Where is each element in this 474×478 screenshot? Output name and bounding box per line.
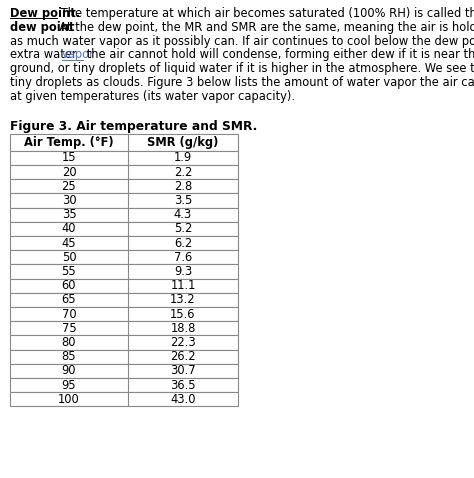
Bar (10, 264, 238, 279)
Text: 35: 35 (62, 208, 76, 221)
Text: 100: 100 (58, 393, 80, 406)
Bar (10, 349, 238, 364)
Text: extra water: extra water (10, 48, 81, 61)
Text: 4.3: 4.3 (174, 208, 192, 221)
Text: vapor: vapor (62, 48, 95, 61)
Text: 18.8: 18.8 (170, 322, 196, 335)
Bar (10, 151, 238, 165)
Text: 26.2: 26.2 (170, 350, 196, 363)
Text: SMR (g/kg): SMR (g/kg) (147, 136, 219, 149)
Text: 2.8: 2.8 (174, 180, 192, 193)
Text: 60: 60 (62, 279, 76, 292)
Text: 55: 55 (62, 265, 76, 278)
Text: 9.3: 9.3 (174, 265, 192, 278)
Text: 1.9: 1.9 (174, 152, 192, 164)
Text: 40: 40 (62, 222, 76, 235)
Text: Air Temp. (°F): Air Temp. (°F) (24, 136, 114, 149)
Bar (10, 307, 238, 321)
Bar (10, 134, 238, 151)
Text: at given temperatures (its water vapor capacity).: at given temperatures (its water vapor c… (10, 90, 295, 103)
Text: 45: 45 (62, 237, 76, 250)
Bar (10, 279, 238, 293)
Text: 80: 80 (62, 336, 76, 349)
Text: . At the dew point, the MR and SMR are the same, meaning the air is holding: . At the dew point, the MR and SMR are t… (52, 21, 474, 34)
Text: 70: 70 (62, 308, 76, 321)
Bar (10, 336, 238, 349)
Bar (10, 250, 238, 264)
Text: 20: 20 (62, 165, 76, 179)
Text: Dew point.: Dew point. (10, 7, 80, 20)
Text: 13.2: 13.2 (170, 293, 196, 306)
Text: 15: 15 (62, 152, 76, 164)
Text: tiny droplets as clouds. Figure 3 below lists the amount of water vapor the air : tiny droplets as clouds. Figure 3 below … (10, 76, 474, 89)
Bar (10, 222, 238, 236)
Text: Figure 3. Air temperature and SMR.: Figure 3. Air temperature and SMR. (10, 120, 257, 133)
Text: The temperature at which air becomes saturated (100% RH) is called the: The temperature at which air becomes sat… (56, 7, 474, 20)
Text: 7.6: 7.6 (174, 251, 192, 264)
Text: 65: 65 (62, 293, 76, 306)
Text: 22.3: 22.3 (170, 336, 196, 349)
Text: 2.2: 2.2 (174, 165, 192, 179)
Text: 15.6: 15.6 (170, 308, 196, 321)
Text: 50: 50 (62, 251, 76, 264)
Bar (10, 194, 238, 207)
Bar (10, 378, 238, 392)
Text: as much water vapor as it possibly can. If air continues to cool below the dew p: as much water vapor as it possibly can. … (10, 34, 474, 48)
Bar (10, 236, 238, 250)
Text: the air cannot hold will condense, forming either dew if it is near the: the air cannot hold will condense, formi… (83, 48, 474, 61)
Text: 36.5: 36.5 (170, 379, 196, 391)
Bar (10, 179, 238, 194)
Text: 75: 75 (62, 322, 76, 335)
Text: 90: 90 (62, 364, 76, 378)
Text: 30: 30 (62, 194, 76, 207)
Text: 11.1: 11.1 (170, 279, 196, 292)
Bar (10, 392, 238, 406)
Text: 95: 95 (62, 379, 76, 391)
Text: 5.2: 5.2 (174, 222, 192, 235)
Text: 30.7: 30.7 (170, 364, 196, 378)
Text: 3.5: 3.5 (174, 194, 192, 207)
Bar (10, 293, 238, 307)
Text: 6.2: 6.2 (174, 237, 192, 250)
Bar (10, 364, 238, 378)
Text: 85: 85 (62, 350, 76, 363)
Text: ground, or tiny droplets of liquid water if it is higher in the atmosphere. We s: ground, or tiny droplets of liquid water… (10, 62, 474, 75)
Text: 43.0: 43.0 (170, 393, 196, 406)
Bar (10, 165, 238, 179)
Bar (10, 207, 238, 222)
Bar (10, 321, 238, 336)
Text: dew point: dew point (10, 21, 74, 34)
Text: 25: 25 (62, 180, 76, 193)
